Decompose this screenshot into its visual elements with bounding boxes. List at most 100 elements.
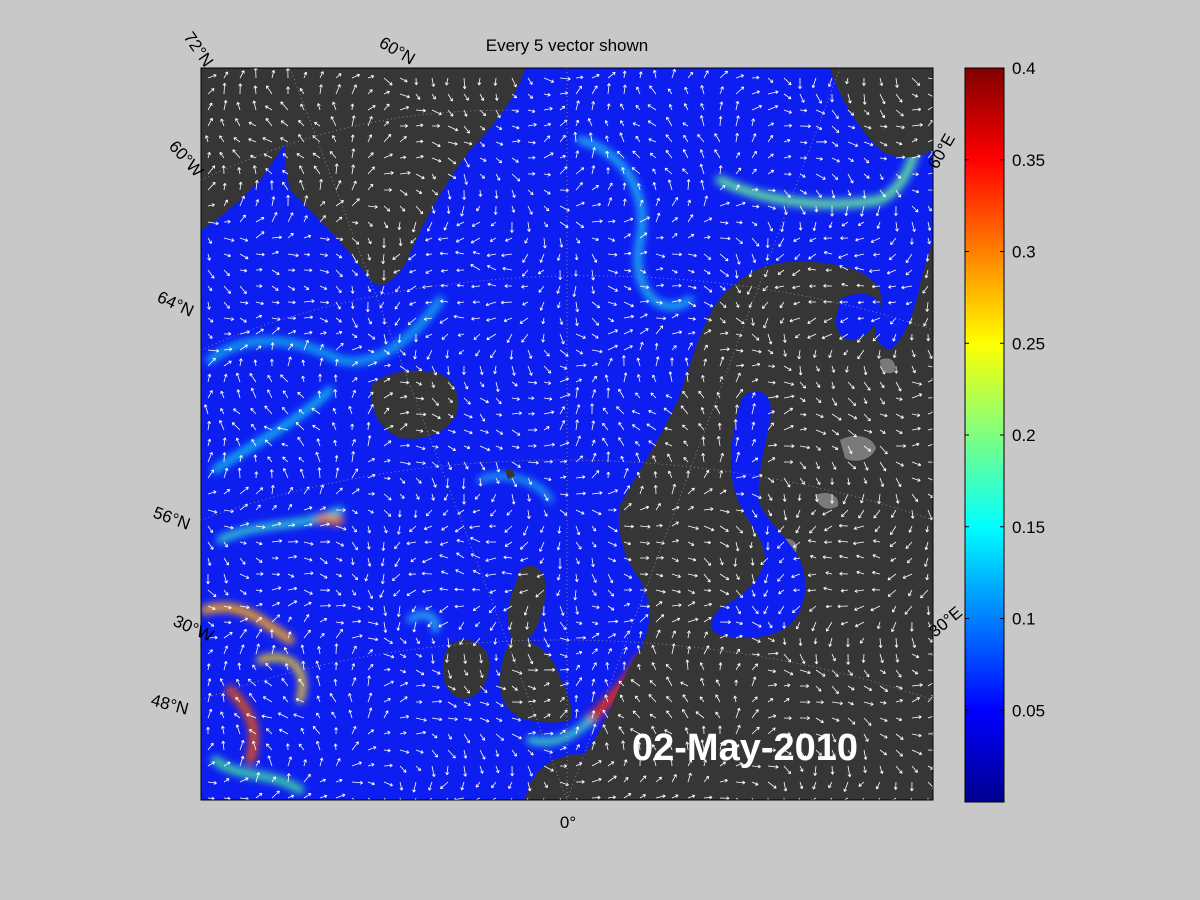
velocity-arrow (335, 620, 344, 625)
velocity-arrow (911, 461, 922, 467)
velocity-arrow (799, 732, 807, 737)
velocity-arrow (687, 487, 695, 495)
velocity-arrow (811, 509, 817, 515)
velocity-arrow (618, 726, 625, 735)
velocity-arrow (280, 374, 289, 383)
velocity-arrow (700, 103, 705, 111)
velocity-arrow (351, 797, 356, 800)
velocity-arrow (251, 423, 257, 431)
velocity-arrow (751, 104, 763, 111)
velocity-arrow (399, 136, 407, 143)
velocity-arrow (687, 759, 693, 767)
velocity-arrow (719, 452, 724, 463)
velocity-arrow (312, 152, 321, 159)
velocity-arrow (472, 300, 481, 304)
velocity-arrow (543, 765, 554, 772)
velocity-arrow (335, 200, 344, 207)
velocity-arrow (591, 147, 596, 159)
velocity-arrow (575, 635, 587, 640)
velocity-arrow (638, 631, 643, 639)
velocity-arrow (639, 269, 647, 274)
velocity-arrow (718, 725, 722, 734)
velocity-arrow (703, 285, 713, 293)
velocity-arrow (207, 589, 217, 598)
velocity-arrow (632, 122, 641, 127)
velocity-arrow (879, 413, 888, 418)
velocity-arrow (719, 489, 727, 495)
velocity-arrow (873, 539, 881, 543)
velocity-arrow (703, 70, 709, 79)
velocity-arrow (606, 83, 611, 95)
velocity-arrow (639, 794, 646, 799)
velocity-arrow (639, 299, 650, 304)
velocity-arrow (841, 221, 849, 227)
velocity-arrow (479, 461, 486, 471)
velocity-arrow (735, 100, 740, 111)
velocity-arrow (719, 525, 729, 532)
velocity-arrow (618, 422, 625, 431)
velocity-arrow (303, 215, 308, 223)
velocity-arrow (847, 669, 853, 676)
velocity-arrow (422, 557, 433, 564)
velocity-arrow (255, 267, 263, 272)
velocity-arrow (233, 137, 241, 143)
figure-title: Every 5 vector shown (486, 36, 649, 55)
velocity-arrow (591, 509, 602, 516)
velocity-arrow (895, 93, 903, 103)
velocity-arrow (351, 198, 360, 207)
velocity-arrow (536, 573, 545, 578)
velocity-arrow (223, 778, 230, 783)
velocity-arrow (559, 605, 565, 616)
velocity-arrow (207, 237, 212, 244)
velocity-arrow (239, 644, 245, 655)
velocity-arrow (351, 237, 360, 245)
velocity-arrow (235, 724, 241, 735)
velocity-arrow (735, 317, 745, 325)
velocity-arrow (509, 637, 513, 648)
velocity-arrow (543, 381, 552, 385)
velocity-arrow (505, 237, 513, 242)
velocity-arrow (854, 266, 865, 271)
velocity-arrow (351, 361, 359, 367)
velocity-arrow (639, 341, 644, 351)
velocity-arrow (847, 429, 857, 438)
velocity-arrow (319, 603, 331, 608)
velocity-arrow (271, 586, 282, 591)
velocity-arrow (455, 250, 465, 255)
velocity-arrow (793, 541, 801, 548)
france-land (525, 754, 640, 800)
velocity-arrow (255, 301, 264, 306)
velocity-arrow (927, 93, 933, 99)
velocity-arrow (813, 765, 818, 776)
velocity-arrow (333, 374, 338, 383)
velocity-arrow (735, 253, 741, 265)
velocity-arrow (455, 569, 465, 575)
velocity-arrow (655, 283, 664, 288)
velocity-arrow (255, 284, 263, 288)
velocity-arrow (831, 733, 837, 743)
velocity-arrow (541, 333, 546, 343)
velocity-arrow (767, 205, 776, 210)
velocity-arrow (423, 525, 433, 531)
velocity-arrow (351, 634, 363, 639)
velocity-arrow (799, 445, 811, 450)
velocity-arrow (639, 285, 650, 289)
velocity-arrow (651, 744, 657, 751)
date-stamp: 02-May-2010 (632, 727, 858, 769)
velocity-arrow (453, 314, 465, 319)
velocity-arrow (335, 557, 343, 562)
velocity-arrow (606, 387, 611, 399)
velocity-arrow (415, 461, 426, 465)
velocity-arrow (715, 679, 721, 687)
velocity-arrow (623, 485, 630, 495)
velocity-arrow (439, 317, 449, 324)
velocity-arrow (271, 601, 281, 607)
velocity-arrow (456, 221, 465, 227)
velocity-arrow (778, 525, 785, 533)
velocity-arrow (823, 586, 833, 591)
velocity-arrow (282, 696, 289, 703)
velocity-arrow (410, 557, 417, 563)
velocity-arrow (365, 269, 370, 277)
velocity-arrow (618, 680, 625, 687)
velocity-arrow (719, 201, 730, 207)
